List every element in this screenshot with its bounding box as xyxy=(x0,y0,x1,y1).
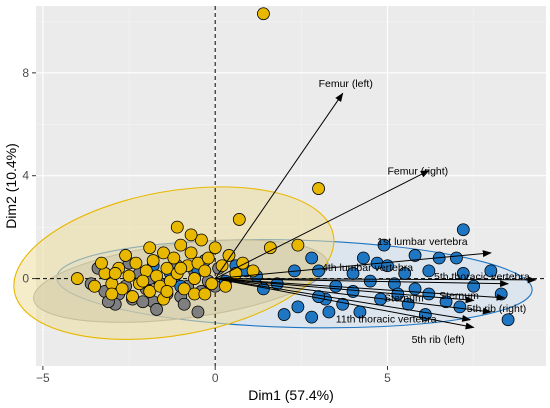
point-yellow xyxy=(263,241,277,255)
vector-label: Femur (left) xyxy=(319,78,373,90)
point-yellow xyxy=(208,241,222,255)
point-yellow xyxy=(219,279,232,293)
vector-arrow xyxy=(215,278,510,288)
point-yellow xyxy=(126,290,139,303)
point-yellow xyxy=(232,213,246,226)
vector-arrow xyxy=(215,276,537,284)
vector-label: Femur (right) xyxy=(387,165,448,177)
vector-arrow xyxy=(215,278,475,330)
x-tick-label: −5 xyxy=(36,371,50,385)
point-yellow xyxy=(119,249,132,262)
vector-label: 5th thoracic vertebra xyxy=(434,271,530,283)
point-blue xyxy=(356,251,370,265)
point-yellow xyxy=(201,251,215,265)
point-yellow xyxy=(205,277,219,291)
vector-label: Sternum xyxy=(439,290,479,302)
point-blue xyxy=(291,300,305,314)
point-yellow xyxy=(167,251,181,265)
point-yellow xyxy=(95,256,108,270)
point-blue xyxy=(312,264,325,278)
x-axis: −5 0 5 xyxy=(36,366,391,385)
point-yellow xyxy=(229,267,243,280)
vector-label: 4th lumbar vertebra xyxy=(322,262,413,274)
point-yellow xyxy=(157,246,170,260)
vector-labels: Femur (left) Femur (right) 1st lumbar vert… xyxy=(319,78,530,346)
point-yellow xyxy=(160,261,174,275)
point-yellow xyxy=(122,269,136,283)
point-grey xyxy=(191,305,205,319)
point-yellow xyxy=(143,241,157,255)
y-axis: 0 4 8 xyxy=(22,66,36,286)
point-grey xyxy=(136,295,150,309)
variable-vectors xyxy=(214,92,537,330)
point-yellow xyxy=(215,259,229,273)
point-yellow xyxy=(291,238,305,252)
vector-label: Sternum xyxy=(384,293,424,305)
point-blue xyxy=(453,300,467,314)
point-yellow xyxy=(236,256,250,270)
point-yellow xyxy=(195,233,208,247)
point-yellow xyxy=(105,287,119,301)
vector-arrow xyxy=(215,278,475,304)
point-yellow xyxy=(160,285,174,298)
vector-label: 11th thoracic vertebra xyxy=(336,313,437,325)
vector-arrow xyxy=(215,250,492,280)
x-axis-label: Dim1 (57.4%) xyxy=(248,387,334,403)
point-yellow xyxy=(198,264,212,278)
vector-arrow xyxy=(215,278,506,301)
vector-label: 5th rib (right) xyxy=(467,303,527,315)
vector-arrow xyxy=(214,170,430,280)
point-yellow xyxy=(174,261,188,275)
point-yellow xyxy=(129,256,143,270)
point-yellow xyxy=(246,264,260,278)
point-yellow xyxy=(222,249,236,262)
point-yellow xyxy=(108,267,122,280)
y-axis-label: Dim2 (10.4%) xyxy=(3,143,19,229)
point-grey xyxy=(150,303,164,316)
vector-arrow xyxy=(215,278,472,322)
point-blue xyxy=(408,249,422,262)
point-blue xyxy=(450,251,463,265)
point-blue xyxy=(422,287,436,301)
point-yellow xyxy=(146,254,160,267)
vector-label: 5th rib (left) xyxy=(412,334,465,346)
x-tick-label: 5 xyxy=(384,371,391,385)
vector-arrow xyxy=(214,92,344,279)
point-blue xyxy=(456,223,470,237)
point-yellow xyxy=(184,246,198,260)
vector-label: 1st lumbar vertebra xyxy=(377,236,468,248)
point-yellow xyxy=(170,220,184,234)
point-blue xyxy=(312,290,325,303)
point-blue xyxy=(277,308,291,321)
y-tick-label: 8 xyxy=(22,66,29,80)
y-tick-label: 0 xyxy=(22,272,29,286)
point-blue xyxy=(322,305,336,319)
point-yellow xyxy=(257,7,270,21)
point-yellow xyxy=(88,279,101,293)
vector-arrow xyxy=(215,278,492,315)
point-yellow xyxy=(177,282,191,296)
y-tick-label: 4 xyxy=(22,169,29,183)
point-yellow xyxy=(136,274,150,288)
x-tick-label: 0 xyxy=(212,371,219,385)
point-blue xyxy=(484,264,498,278)
point-yellow xyxy=(198,287,212,301)
point-blue xyxy=(501,313,515,327)
point-yellow xyxy=(312,182,325,195)
point-blue xyxy=(305,310,319,324)
point-yellow xyxy=(174,238,188,252)
point-blue xyxy=(494,287,508,301)
point-blue xyxy=(377,238,391,252)
point-yellow xyxy=(143,285,157,298)
point-yellow xyxy=(184,228,198,242)
point-yellow xyxy=(70,272,84,285)
point-yellow xyxy=(188,272,201,285)
point-yellow xyxy=(115,282,129,296)
point-grey xyxy=(177,297,191,311)
point-blue xyxy=(422,264,436,278)
point-blue xyxy=(305,251,319,265)
